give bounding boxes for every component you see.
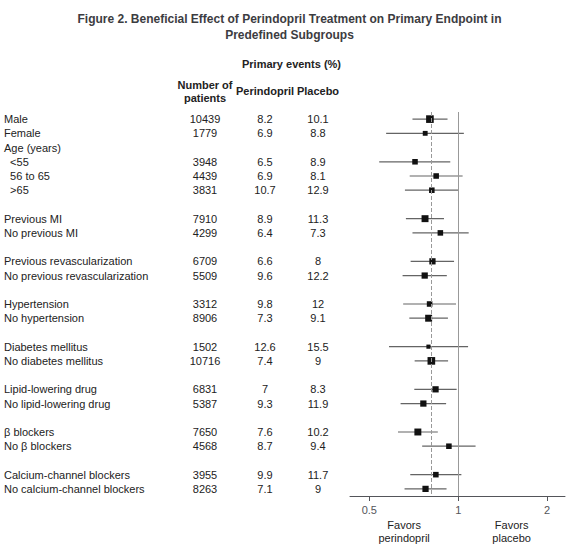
svg-text:12: 12 (312, 298, 324, 310)
svg-text:3955: 3955 (193, 469, 217, 481)
svg-text:<55: <55 (4, 156, 29, 168)
svg-text:8263: 8263 (193, 483, 217, 495)
svg-text:Favors: Favors (495, 519, 529, 531)
svg-text:10.2: 10.2 (307, 426, 328, 438)
svg-text:3312: 3312 (193, 298, 217, 310)
svg-text:11.9: 11.9 (308, 398, 329, 410)
svg-text:7910: 7910 (193, 213, 217, 225)
svg-text:6.9: 6.9 (257, 170, 272, 182)
svg-text:6.9: 6.9 (257, 127, 272, 139)
svg-text:9: 9 (315, 483, 321, 495)
svg-text:9.9: 9.9 (257, 469, 272, 481)
svg-text:Figure 2. Beneficial Effect of: Figure 2. Beneficial Effect of Perindopr… (77, 12, 501, 26)
svg-text:Predefined Subgroups: Predefined Subgroups (225, 28, 354, 42)
svg-text:12.6: 12.6 (254, 341, 275, 353)
svg-text:7.4: 7.4 (257, 355, 272, 367)
svg-text:8.7: 8.7 (257, 440, 272, 452)
svg-text:patients: patients (184, 92, 226, 104)
svg-text:9: 9 (315, 355, 321, 367)
svg-text:Age (years): Age (years) (4, 142, 61, 154)
svg-text:Calcium-channel blockers: Calcium-channel blockers (4, 469, 130, 481)
svg-text:β blockers: β blockers (4, 426, 55, 438)
svg-text:8.9: 8.9 (310, 156, 325, 168)
svg-text:Female: Female (4, 127, 41, 139)
svg-text:>65: >65 (4, 184, 29, 196)
svg-text:11.3: 11.3 (308, 213, 329, 225)
svg-text:1: 1 (455, 504, 461, 516)
svg-text:4568: 4568 (193, 440, 217, 452)
svg-text:placebo: placebo (492, 532, 531, 544)
svg-text:No β blockers: No β blockers (4, 440, 72, 452)
svg-text:No lipid-lowering drug: No lipid-lowering drug (4, 398, 110, 410)
svg-text:6.4: 6.4 (257, 227, 272, 239)
svg-text:6.6: 6.6 (257, 255, 272, 267)
svg-text:7.6: 7.6 (257, 426, 272, 438)
svg-text:7.3: 7.3 (310, 227, 325, 239)
svg-text:Diabetes mellitus: Diabetes mellitus (4, 341, 88, 353)
svg-text:Previous MI: Previous MI (4, 213, 62, 225)
svg-text:12.9: 12.9 (307, 184, 328, 196)
svg-text:3948: 3948 (193, 156, 217, 168)
svg-text:Hypertension: Hypertension (4, 298, 69, 310)
svg-text:3831: 3831 (193, 184, 217, 196)
svg-text:No diabetes mellitus: No diabetes mellitus (4, 355, 104, 367)
svg-text:15.5: 15.5 (307, 341, 328, 353)
svg-text:No previous MI: No previous MI (4, 227, 78, 239)
svg-text:1502: 1502 (193, 341, 217, 353)
svg-text:8.1: 8.1 (310, 170, 325, 182)
svg-text:Number of: Number of (178, 79, 233, 91)
svg-text:Perindopril: Perindopril (236, 85, 294, 97)
svg-text:6709: 6709 (193, 255, 217, 267)
svg-text:9.6: 9.6 (257, 270, 272, 282)
svg-text:11.7: 11.7 (308, 469, 329, 481)
svg-text:No previous revascularization: No previous revascularization (4, 270, 148, 282)
svg-text:10.7: 10.7 (254, 184, 275, 196)
svg-text:Primary events (%): Primary events (%) (242, 58, 341, 70)
svg-text:7.1: 7.1 (257, 483, 272, 495)
svg-text:Lipid-lowering drug: Lipid-lowering drug (4, 383, 97, 395)
svg-text:No hypertension: No hypertension (4, 312, 84, 324)
svg-text:0.5: 0.5 (362, 504, 377, 516)
svg-text:5509: 5509 (193, 270, 217, 282)
svg-text:56 to 65: 56 to 65 (4, 170, 50, 182)
svg-text:8: 8 (315, 255, 321, 267)
svg-text:1779: 1779 (193, 127, 217, 139)
svg-text:9.4: 9.4 (310, 440, 325, 452)
svg-text:8906: 8906 (193, 312, 217, 324)
svg-text:Favors: Favors (387, 519, 421, 531)
svg-text:9.1: 9.1 (310, 312, 325, 324)
svg-text:4439: 4439 (193, 170, 217, 182)
svg-text:perindopril: perindopril (378, 532, 429, 544)
svg-text:7650: 7650 (193, 426, 217, 438)
svg-text:4299: 4299 (193, 227, 217, 239)
svg-text:12.2: 12.2 (307, 270, 328, 282)
svg-text:Previous revascularization: Previous revascularization (4, 255, 132, 267)
svg-text:8.8: 8.8 (310, 127, 325, 139)
svg-text:2: 2 (544, 504, 550, 516)
svg-text:Placebo: Placebo (297, 85, 339, 97)
svg-text:Male: Male (4, 113, 28, 125)
svg-text:9.8: 9.8 (257, 298, 272, 310)
svg-text:10.1: 10.1 (307, 113, 328, 125)
svg-text:8.3: 8.3 (310, 383, 325, 395)
svg-text:8.9: 8.9 (257, 213, 272, 225)
svg-text:9.3: 9.3 (257, 398, 272, 410)
svg-text:6.5: 6.5 (257, 156, 272, 168)
svg-text:10439: 10439 (190, 113, 221, 125)
svg-text:10716: 10716 (190, 355, 221, 367)
svg-text:6831: 6831 (193, 383, 217, 395)
svg-text:8.2: 8.2 (257, 113, 272, 125)
svg-text:No calcium-channel blockers: No calcium-channel blockers (4, 483, 145, 495)
svg-text:7: 7 (262, 383, 268, 395)
svg-text:7.3: 7.3 (257, 312, 272, 324)
svg-text:5387: 5387 (193, 398, 217, 410)
